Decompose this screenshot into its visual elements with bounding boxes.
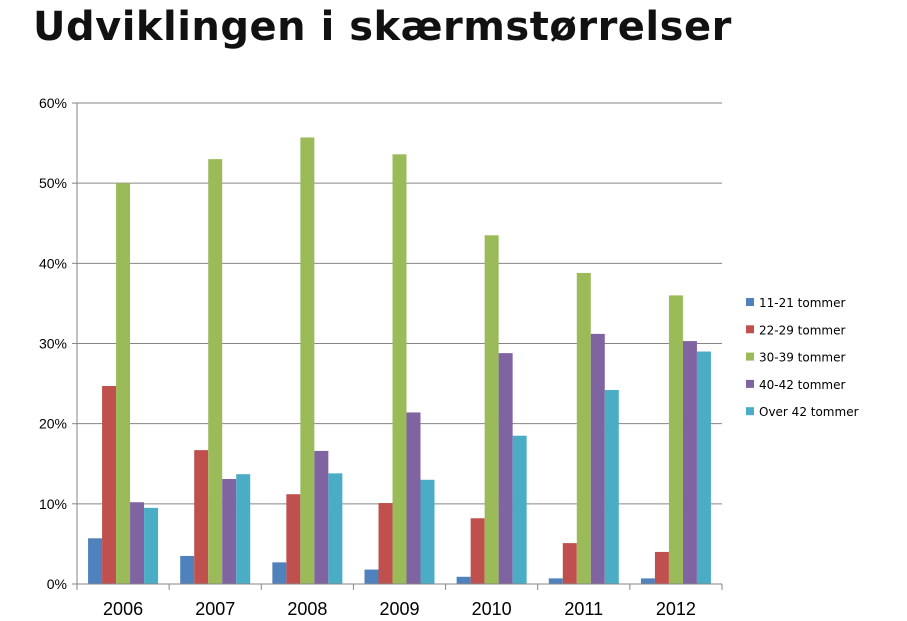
bar-2012-2 [668, 295, 683, 584]
x-tick-label: 2010 [472, 599, 512, 619]
x-tick-label: 2008 [287, 599, 327, 619]
bar-2012-4 [696, 351, 711, 584]
bar-2012-1 [654, 551, 669, 584]
legend-swatch [746, 379, 754, 388]
bar-2007-4 [236, 474, 251, 584]
bar-2011-4 [604, 389, 619, 584]
legend-label: 30-39 tommer [759, 351, 845, 365]
bar-2006-2 [116, 183, 131, 584]
bar-2007-3 [222, 478, 237, 584]
legend-swatch [746, 407, 754, 416]
bar-2010-1 [470, 518, 485, 584]
bar-2011-2 [576, 272, 591, 584]
bar-2007-0 [180, 555, 195, 584]
legend-swatch [746, 325, 754, 334]
bar-2007-2 [208, 159, 223, 584]
y-tick-label: 30% [39, 336, 67, 352]
bar-2010-0 [456, 576, 471, 584]
legend-label: 11-21 tommer [759, 296, 845, 310]
bar-2009-3 [406, 412, 421, 584]
bar-2010-2 [484, 235, 499, 584]
bar-2008-2 [300, 137, 315, 584]
y-tick-label: 40% [39, 255, 67, 271]
y-tick-label: 0% [47, 576, 67, 592]
bar-2009-1 [378, 503, 393, 584]
bar-2011-0 [548, 578, 563, 584]
bar-2006-4 [144, 507, 159, 584]
x-tick-label: 2007 [195, 599, 235, 619]
bar-2006-1 [102, 385, 117, 584]
bar-2008-3 [314, 450, 329, 584]
bar-2011-3 [590, 333, 605, 584]
legend-swatch [746, 352, 754, 361]
bar-2011-1 [562, 543, 577, 584]
x-tick-label: 2006 [103, 599, 143, 619]
bar-2012-3 [682, 341, 697, 584]
bar-2009-0 [364, 569, 379, 584]
bar-2006-3 [130, 502, 145, 584]
x-tick-label: 2012 [656, 599, 696, 619]
chart-title: Udviklingen i skærmstørrelser [33, 4, 732, 50]
y-tick-label: 20% [39, 416, 67, 432]
y-tick-label: 50% [39, 175, 67, 191]
legend-swatch [746, 298, 754, 306]
legend-label: Over 42 tommer [759, 405, 859, 419]
bar-2010-4 [512, 435, 527, 584]
x-tick-label: 2009 [379, 599, 419, 619]
bar-2009-4 [420, 479, 435, 584]
legend-label: 40-42 tommer [759, 378, 845, 392]
bar-2012-0 [640, 578, 655, 584]
bar-2010-3 [498, 353, 513, 584]
bar-2006-0 [88, 538, 103, 584]
y-tick-label: 60% [39, 95, 67, 111]
y-tick-label: 10% [39, 496, 67, 512]
legend-label: 22-29 tommer [759, 323, 845, 337]
bar-2008-0 [272, 562, 287, 584]
bar-2007-1 [194, 450, 209, 584]
bar-2008-1 [286, 494, 301, 584]
x-tick-label: 2011 [564, 599, 603, 619]
bar-2008-4 [328, 473, 343, 584]
bar-2009-2 [392, 154, 407, 584]
